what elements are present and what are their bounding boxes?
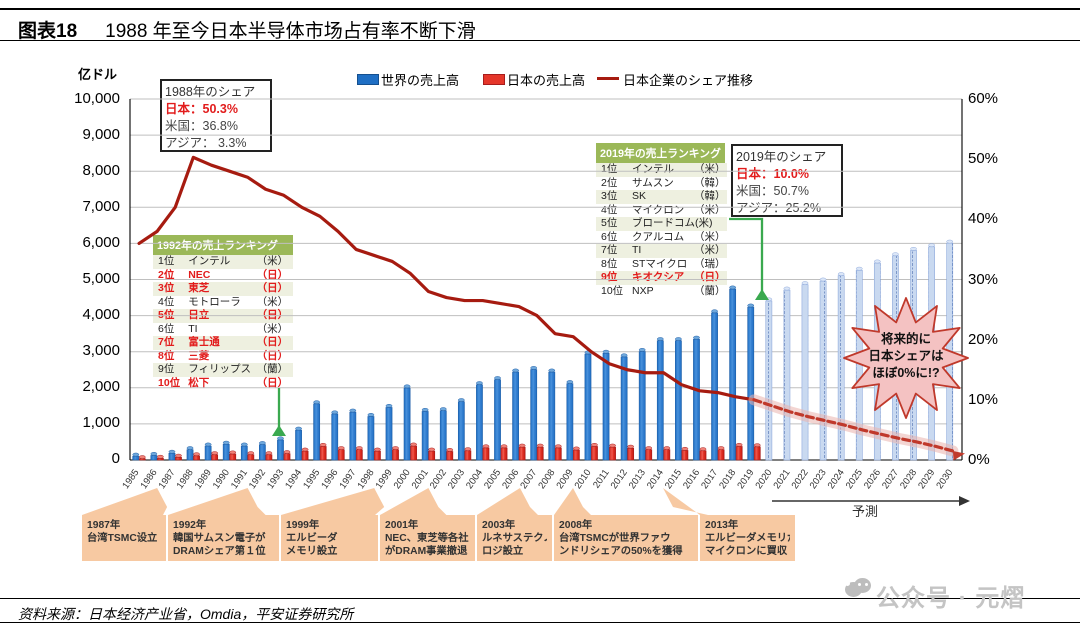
svg-text:1988: 1988 xyxy=(175,467,196,491)
svg-text:2004: 2004 xyxy=(464,467,485,491)
svg-text:2007: 2007 xyxy=(518,467,539,491)
svg-text:2017: 2017 xyxy=(699,467,720,491)
svg-text:1987: 1987 xyxy=(157,467,178,491)
svg-text:2016: 2016 xyxy=(681,467,702,491)
svg-text:2030: 2030 xyxy=(934,467,955,491)
svg-text:2003: 2003 xyxy=(446,467,467,491)
svg-text:2020: 2020 xyxy=(753,467,774,491)
svg-text:2025: 2025 xyxy=(844,467,865,491)
svg-text:2005: 2005 xyxy=(482,467,503,491)
svg-text:2015: 2015 xyxy=(663,467,684,491)
svg-text:1998: 1998 xyxy=(355,467,376,491)
svg-text:2023: 2023 xyxy=(808,467,829,491)
svg-text:1985: 1985 xyxy=(120,467,141,491)
svg-text:2008: 2008 xyxy=(536,467,557,491)
svg-text:2028: 2028 xyxy=(898,467,919,491)
svg-text:2019: 2019 xyxy=(735,467,756,491)
svg-text:2011: 2011 xyxy=(591,467,612,490)
svg-text:2027: 2027 xyxy=(880,467,901,491)
svg-text:2002: 2002 xyxy=(428,467,449,491)
svg-text:予測: 予測 xyxy=(852,504,878,519)
svg-text:1991: 1991 xyxy=(229,467,250,491)
svg-text:1997: 1997 xyxy=(337,467,358,491)
svg-text:2009: 2009 xyxy=(554,467,575,491)
svg-text:1990: 1990 xyxy=(211,467,232,491)
svg-text:2018: 2018 xyxy=(717,467,738,491)
svg-text:2026: 2026 xyxy=(862,467,883,491)
svg-text:2001: 2001 xyxy=(410,467,431,491)
svg-text:2012: 2012 xyxy=(609,467,630,491)
svg-text:1994: 1994 xyxy=(283,467,304,491)
svg-text:ほぼ0%に!?: ほぼ0%に!? xyxy=(872,366,939,380)
svg-text:1996: 1996 xyxy=(319,467,340,491)
svg-text:2010: 2010 xyxy=(573,467,594,491)
svg-text:2013: 2013 xyxy=(627,467,648,491)
svg-text:2000: 2000 xyxy=(392,467,413,491)
svg-text:日本シェアは: 日本シェアは xyxy=(868,348,944,363)
svg-text:将来的に: 将来的に xyxy=(881,331,931,346)
svg-text:1989: 1989 xyxy=(193,467,214,491)
svg-text:2022: 2022 xyxy=(790,467,811,491)
svg-text:1986: 1986 xyxy=(138,467,159,491)
svg-text:1995: 1995 xyxy=(301,467,322,491)
svg-text:2029: 2029 xyxy=(916,467,937,491)
svg-text:2006: 2006 xyxy=(500,467,521,491)
svg-text:1992: 1992 xyxy=(247,467,268,491)
svg-text:1999: 1999 xyxy=(374,467,395,491)
svg-text:2024: 2024 xyxy=(826,467,847,491)
svg-text:2014: 2014 xyxy=(645,467,666,491)
svg-text:1993: 1993 xyxy=(265,467,286,491)
svg-text:2021: 2021 xyxy=(771,467,792,491)
